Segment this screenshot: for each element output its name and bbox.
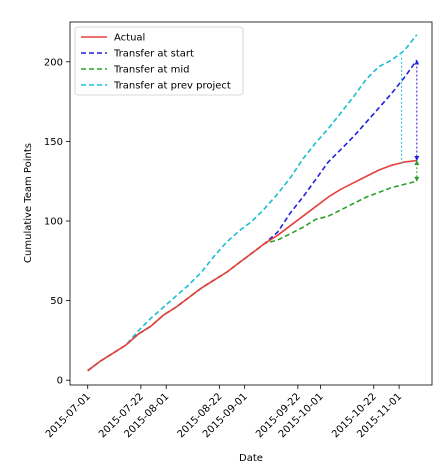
x-tick-label: 2015-07-01 (44, 391, 93, 440)
y-tick-label: 200 (44, 57, 63, 68)
y-tick-label: 0 (57, 376, 63, 387)
series-lines (87, 34, 418, 372)
legend: Actual Transfer at start Transfer at mid Tr… (74, 26, 244, 96)
y-tick-label: 100 (44, 217, 63, 228)
series-line-actual (87, 159, 417, 372)
series-line-transfer-at-start (87, 59, 418, 372)
legend-label-transfer-at-start: Transfer at start (113, 49, 194, 60)
y-axis-label: Cumulative Team Points (23, 143, 34, 263)
legend-label-actual: Actual (114, 33, 145, 44)
annotations (401, 55, 420, 182)
legend-label-transfer-at-mid: Transfer at mid (113, 65, 189, 76)
legend-box (74, 26, 244, 96)
y-axis: 0 50 100 150 200 (44, 57, 70, 387)
plot-area-frame (69, 21, 433, 386)
y-tick-label: 50 (50, 296, 63, 307)
legend-label-transfer-at-prev-project: Transfer at prev project (113, 81, 231, 92)
x-axis-label: Date (239, 453, 263, 464)
series-line-transfer-at-mid (87, 180, 417, 372)
y-tick-label: 150 (44, 137, 63, 148)
